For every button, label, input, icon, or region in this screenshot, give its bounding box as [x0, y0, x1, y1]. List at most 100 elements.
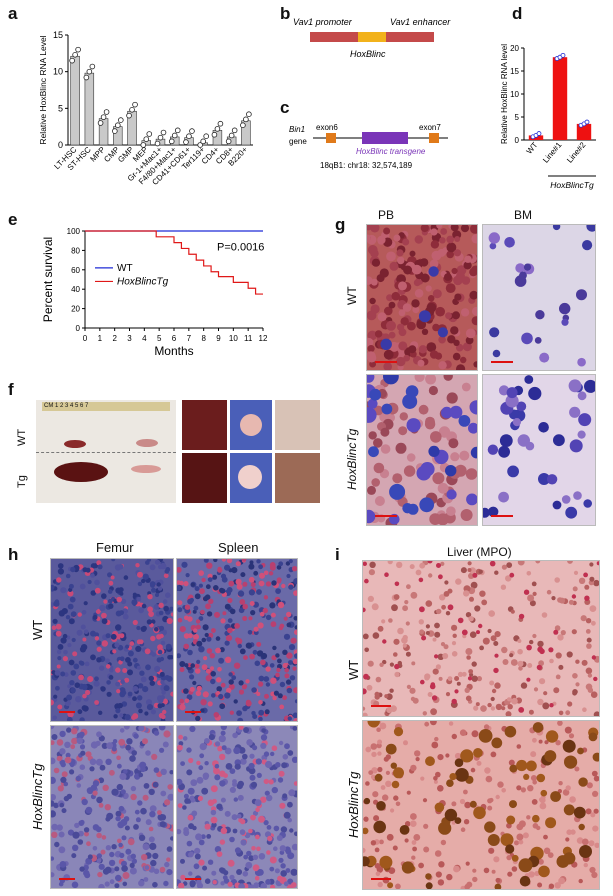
cell [456, 364, 466, 370]
cell [237, 717, 244, 721]
cell [240, 758, 247, 765]
cell [142, 794, 149, 801]
cell [428, 445, 440, 457]
cell [204, 823, 211, 830]
cell [489, 327, 500, 338]
cell [94, 636, 100, 641]
cell [270, 677, 277, 684]
cell [203, 656, 208, 661]
cell [532, 737, 537, 743]
cell [497, 781, 504, 788]
cell [239, 648, 246, 655]
cell [397, 627, 404, 635]
cell [93, 680, 100, 687]
cell [519, 875, 531, 887]
cell [236, 583, 243, 590]
cell [277, 875, 283, 882]
cell [510, 609, 515, 614]
cell [148, 611, 154, 617]
cell [123, 726, 130, 730]
cell [523, 773, 530, 780]
cell [263, 751, 270, 757]
cell [470, 446, 477, 459]
cell [568, 733, 575, 739]
cell [543, 847, 551, 855]
e-ylabel: Percent survival [41, 237, 55, 322]
cell [581, 659, 588, 666]
cell [519, 271, 527, 280]
cell [371, 603, 379, 611]
cell [449, 773, 457, 781]
cell [239, 599, 246, 605]
cell [57, 704, 63, 710]
cell [294, 629, 297, 635]
cell [548, 647, 554, 653]
cell [446, 489, 457, 500]
cell [92, 790, 98, 796]
cell [283, 881, 289, 887]
d-point [560, 52, 566, 58]
cell [212, 574, 218, 580]
cell [485, 775, 493, 783]
cell [389, 688, 394, 693]
cell [184, 615, 189, 621]
h-scalebar-2 [185, 711, 201, 713]
cell [235, 578, 242, 585]
cell [189, 851, 194, 857]
cell [131, 715, 136, 720]
cell [539, 352, 550, 363]
cell [381, 619, 386, 624]
cell [217, 745, 223, 752]
cell [248, 563, 255, 570]
cell [449, 405, 463, 419]
cell [534, 337, 542, 344]
cell [154, 559, 161, 565]
cell [192, 609, 197, 614]
cell [573, 491, 582, 500]
cell [55, 685, 60, 691]
cell [588, 840, 595, 847]
cell [469, 596, 474, 602]
cell [177, 607, 183, 613]
cell [265, 614, 272, 621]
cell [142, 843, 150, 851]
cell [105, 845, 112, 851]
cell [164, 569, 170, 574]
cell [532, 780, 537, 785]
cell [476, 630, 480, 635]
cell [552, 500, 562, 510]
cell [147, 606, 153, 613]
cell [179, 661, 186, 667]
cell [227, 597, 233, 603]
cell [246, 739, 253, 746]
cell [72, 844, 79, 851]
cell [425, 416, 435, 427]
cell [187, 814, 194, 821]
cell [90, 573, 95, 578]
cell [465, 861, 470, 866]
cell [160, 703, 165, 708]
cell [219, 753, 226, 761]
cell [420, 273, 430, 283]
hoxblinc-insert-block [358, 32, 386, 42]
cell [593, 579, 599, 587]
cell [179, 704, 186, 711]
cell [380, 427, 390, 437]
cell [283, 616, 288, 621]
cell [177, 567, 182, 573]
cell [419, 606, 425, 613]
cell [470, 581, 478, 589]
cell [585, 629, 591, 634]
cell [435, 771, 441, 778]
cell [75, 696, 82, 703]
cell [445, 283, 456, 293]
cell [553, 629, 559, 635]
cell [451, 801, 457, 807]
a-point [75, 46, 81, 53]
cell [129, 641, 135, 646]
cell [577, 391, 587, 401]
cell [480, 705, 487, 712]
cell [85, 689, 91, 696]
cell [492, 349, 501, 358]
cell [198, 583, 203, 588]
